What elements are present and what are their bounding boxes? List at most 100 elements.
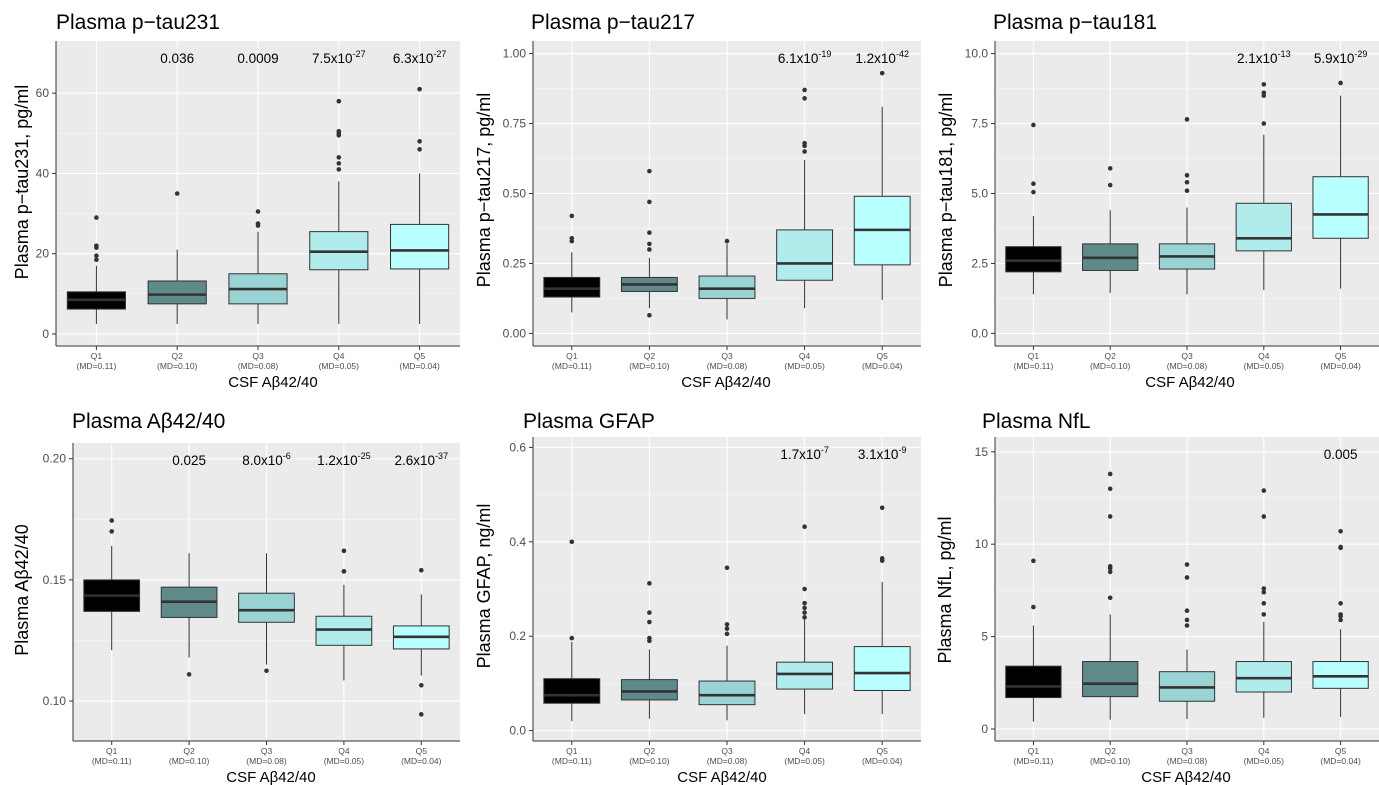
outlier-point [1184,617,1190,623]
outlier-point [1031,558,1036,564]
y-tick-label: 0 [981,722,988,736]
x-tick-label: Q2 [1105,351,1117,361]
outlier-point [647,199,652,205]
y-tick-label: 0.2 [509,629,526,643]
p-value-label: 0.0009 [237,51,278,66]
outlier-point [336,128,342,134]
outlier-point [1338,612,1343,617]
outlier-point [724,238,730,244]
y-axis-label: Plasma p−tau231, pg/ml [12,85,32,280]
outlier-point [186,672,192,677]
outlier-point [724,565,730,571]
outlier-point [1261,601,1267,606]
x-tick-sublabel: (MD=0.04) [862,361,903,371]
x-tick-sublabel: (MD=0.11) [77,361,117,371]
x-tick-sublabel: (MD=0.11) [1014,361,1054,371]
panel-p-tau217: Plasma p−tau217 Plasma p−tau217, pg/ml C… [474,11,771,391]
outlier-point [417,147,422,152]
outlier-point [647,312,652,318]
x-tick-label: Q4 [799,351,811,361]
y-tick-label: 0.75 [503,117,527,131]
x-tick-sublabel: (MD=0.08) [1167,756,1208,766]
y-tick-label: 15 [975,445,989,459]
x-axis-label: CSF Aβ42/40 [1141,769,1231,785]
y-axis-label: Plasma GFAP, ng/ml [474,504,494,669]
p-value-label: 1.2x10-25 [317,451,371,468]
box-body [776,661,834,690]
p-value-label: 1.2x10-42 [855,49,909,66]
x-tick-label: Q3 [261,746,273,756]
x-tick-sublabel: (MD=0.08) [238,361,279,371]
outlier-point [1338,601,1343,606]
outlier-point [1184,562,1190,567]
x-tick-label: Q2 [644,351,656,361]
outlier-point [336,155,342,160]
panel-p-tau231: Plasma p−tau231 Plasma p−tau231, pg/ml C… [12,11,318,391]
x-tick-sublabel: (MD=0.05) [1244,361,1285,371]
x-axis-label: CSF Aβ42/40 [681,374,771,391]
p-value-label: 6.3x10-27 [393,49,447,66]
x-tick-sublabel: (MD=0.04) [1320,361,1361,371]
y-tick-label: 10.0 [965,47,989,61]
outlier-point [724,631,730,637]
panel-title: Plasma Aβ42/40 [72,410,225,433]
outlier-point [569,235,575,241]
panel-title: Plasma GFAP [523,410,655,433]
y-tick-label: 0.0 [971,326,988,340]
outlier-point [341,569,347,574]
outlier-point [109,518,114,523]
outlier-point [879,505,885,511]
outlier-point [1184,623,1190,628]
outlier-point [1184,180,1190,185]
outlier-point [1261,589,1267,595]
x-tick-label: Q3 [721,351,733,361]
box-body [1005,665,1062,699]
p-value-label: 5.9x10-29 [1314,49,1368,66]
x-tick-sublabel: (MD=0.11) [92,756,132,766]
outlier-point [94,257,99,263]
outlier-point [1261,612,1267,617]
y-tick-label: 0.0 [509,724,526,738]
outlier-point [336,98,342,104]
outlier-point [1338,80,1343,86]
outlier-point [255,209,261,214]
x-tick-sublabel: (MD=0.05) [324,756,365,766]
y-tick-label: 0.15 [43,573,67,587]
y-tick-label: 2.5 [971,256,988,270]
x-tick-sublabel: (MD=0.10) [629,361,670,371]
outlier-point [1107,471,1113,477]
x-tick-label: Q3 [721,746,733,756]
y-tick-label: 5 [981,630,988,644]
outlier-point [802,605,807,611]
plot-area-4: 0.100.150.20Q1(MD=0.11)Q2(MD=0.10)Q3(MD=… [43,443,460,766]
outlier-point [802,140,807,146]
y-tick-label: 0.00 [503,326,527,340]
x-tick-label: Q2 [183,746,195,756]
x-tick-sublabel: (MD=0.04) [1320,756,1361,766]
x-tick-sublabel: (MD=0.11) [1014,756,1054,766]
p-value-label: 2.1x10-13 [1237,49,1291,66]
y-tick-label: 0.25 [503,256,527,270]
outlier-point [647,635,652,641]
p-value-label: 2.6x10-37 [395,451,449,468]
outlier-point [1261,586,1267,591]
outlier-point [802,149,807,154]
outlier-point [1261,82,1267,87]
p-value-label: 1.7x10-7 [780,445,829,462]
x-tick-sublabel: (MD=0.05) [784,361,825,371]
outlier-point [569,213,575,219]
outlier-point [419,567,424,573]
outlier-point [1107,569,1113,575]
outlier-point [1031,122,1036,128]
outlier-point [879,70,885,76]
outlier-point [1031,189,1036,195]
p-value-label: 3.1x10-9 [858,445,907,462]
outlier-point [879,556,885,561]
box-body [1082,661,1139,698]
x-tick-label: Q4 [1258,351,1270,361]
outlier-point [174,191,180,196]
box-body [1235,661,1292,693]
panel-nfl: Plasma NfL Plasma NfL, pg/ml CSF Aβ42/40 [935,410,1231,785]
outlier-point [1107,486,1113,492]
box-body [147,280,207,305]
